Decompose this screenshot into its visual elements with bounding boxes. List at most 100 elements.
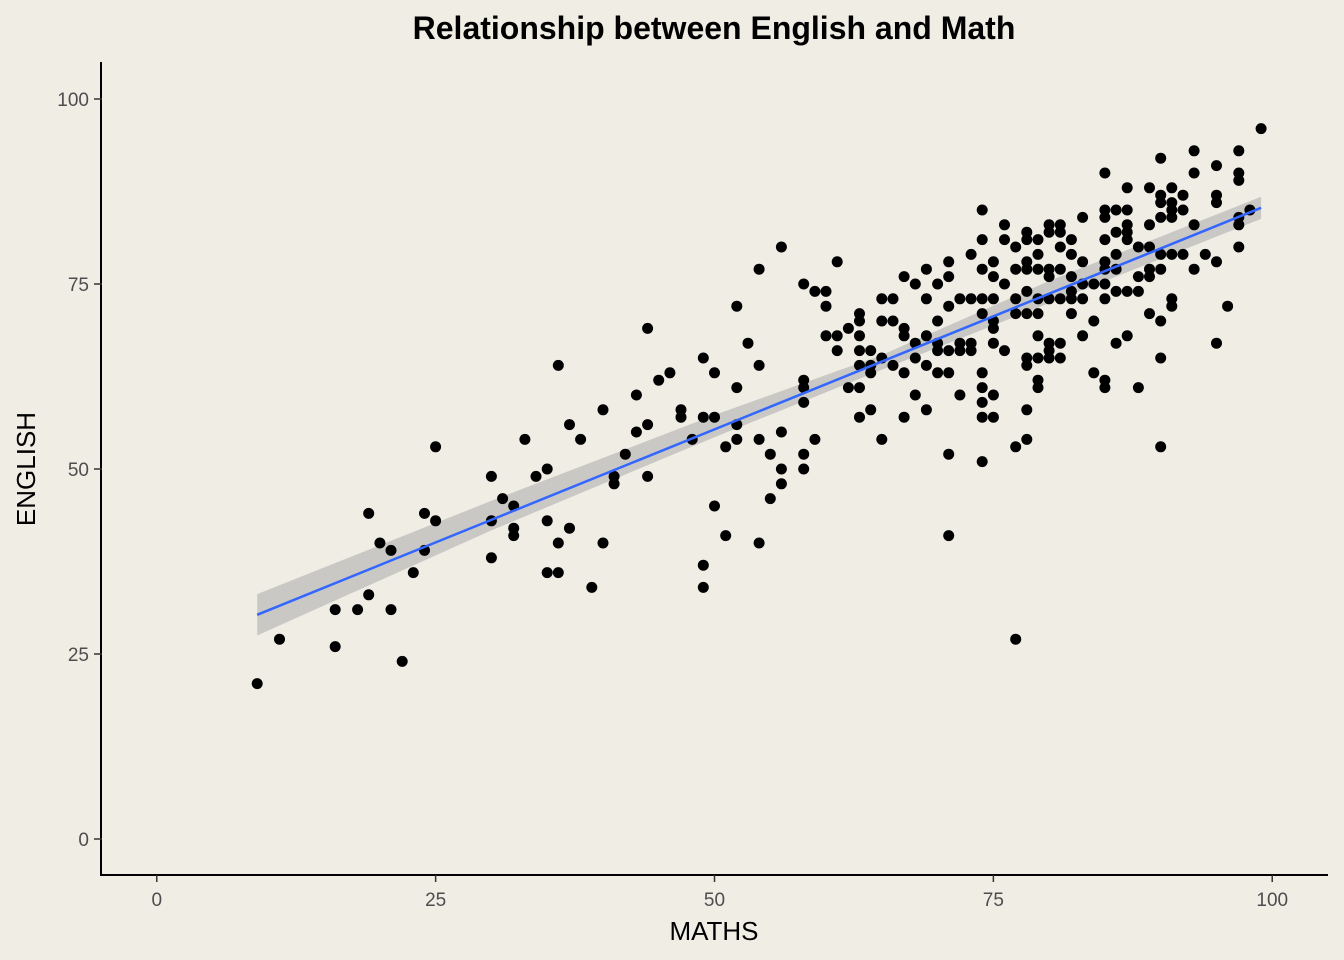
data-point <box>865 345 877 357</box>
data-point <box>920 330 932 342</box>
confidence-band-layer <box>257 196 1262 636</box>
data-point <box>798 463 810 475</box>
data-point <box>943 345 955 357</box>
data-point <box>1043 226 1055 238</box>
data-point <box>1010 441 1022 453</box>
data-point <box>430 441 442 453</box>
data-point <box>1121 182 1133 194</box>
data-point <box>987 322 999 334</box>
x-tick-label: 25 <box>425 890 446 911</box>
data-point <box>753 537 765 549</box>
y-tick-label: 25 <box>68 645 89 666</box>
data-point <box>352 604 364 616</box>
data-point <box>1010 263 1022 275</box>
data-point <box>642 322 654 334</box>
data-point <box>1054 352 1066 364</box>
data-point <box>1110 248 1122 260</box>
data-point <box>809 433 821 445</box>
data-point <box>720 530 732 542</box>
data-point <box>1099 211 1111 223</box>
data-point <box>1177 248 1189 260</box>
data-point <box>943 300 955 312</box>
data-point <box>775 478 787 490</box>
data-point <box>887 293 899 305</box>
data-point <box>385 544 397 556</box>
data-point <box>1233 174 1245 186</box>
data-point <box>943 367 955 379</box>
data-point <box>976 308 988 320</box>
data-point <box>1188 263 1200 275</box>
data-point <box>999 234 1010 246</box>
data-point <box>764 493 776 505</box>
data-point <box>999 278 1010 290</box>
data-point <box>999 219 1010 231</box>
data-point <box>798 278 810 290</box>
data-point <box>965 248 977 260</box>
data-point <box>1155 197 1167 209</box>
data-point <box>1021 263 1033 275</box>
data-point <box>1110 285 1122 297</box>
data-point <box>497 493 509 505</box>
data-point <box>1054 337 1066 349</box>
data-point <box>1065 308 1077 320</box>
data-point <box>943 256 955 268</box>
data-point <box>932 315 944 327</box>
data-point <box>887 359 899 371</box>
data-point <box>876 293 888 305</box>
data-point <box>1166 211 1178 223</box>
data-point <box>1065 293 1077 305</box>
data-point <box>898 367 910 379</box>
data-point <box>842 382 854 394</box>
data-point <box>854 345 865 357</box>
data-point <box>1099 167 1111 179</box>
data-point <box>1043 271 1055 283</box>
data-point <box>920 263 932 275</box>
data-point <box>820 285 832 297</box>
data-point <box>552 567 564 579</box>
data-point <box>731 382 743 394</box>
data-point <box>954 389 966 401</box>
data-point <box>798 396 810 408</box>
y-axis-ticks: 0 25 50 75 100 <box>57 90 102 851</box>
data-point <box>876 433 888 445</box>
data-point <box>541 463 553 475</box>
data-point <box>909 278 921 290</box>
data-point <box>1211 197 1222 209</box>
data-point <box>1077 211 1089 223</box>
data-point <box>898 330 910 342</box>
data-point <box>1188 219 1200 231</box>
data-point <box>831 330 843 342</box>
data-point <box>854 330 865 342</box>
data-point <box>709 367 720 379</box>
data-point <box>1099 278 1111 290</box>
data-point <box>1032 352 1044 364</box>
data-point <box>1144 241 1155 253</box>
data-point <box>552 359 564 371</box>
data-point <box>943 448 955 460</box>
data-point <box>1010 633 1022 645</box>
data-point <box>854 315 865 327</box>
data-point <box>775 241 787 253</box>
data-point <box>898 411 910 423</box>
data-point <box>508 530 520 542</box>
data-point <box>1166 248 1178 260</box>
data-point <box>630 389 642 401</box>
data-point <box>976 382 988 394</box>
data-point <box>731 433 743 445</box>
data-point <box>775 426 787 438</box>
data-point <box>753 359 765 371</box>
data-point <box>1255 123 1267 135</box>
chart-title: Relationship between English and Math <box>413 10 1016 46</box>
data-point <box>1144 219 1155 231</box>
data-point <box>274 633 285 645</box>
data-point <box>675 411 687 423</box>
data-point <box>1110 337 1122 349</box>
data-point <box>1155 441 1167 453</box>
data-point <box>1177 189 1189 201</box>
data-point <box>831 345 843 357</box>
data-point <box>1132 382 1144 394</box>
data-point <box>1021 404 1033 416</box>
data-point <box>1099 293 1111 305</box>
data-point <box>697 559 709 571</box>
